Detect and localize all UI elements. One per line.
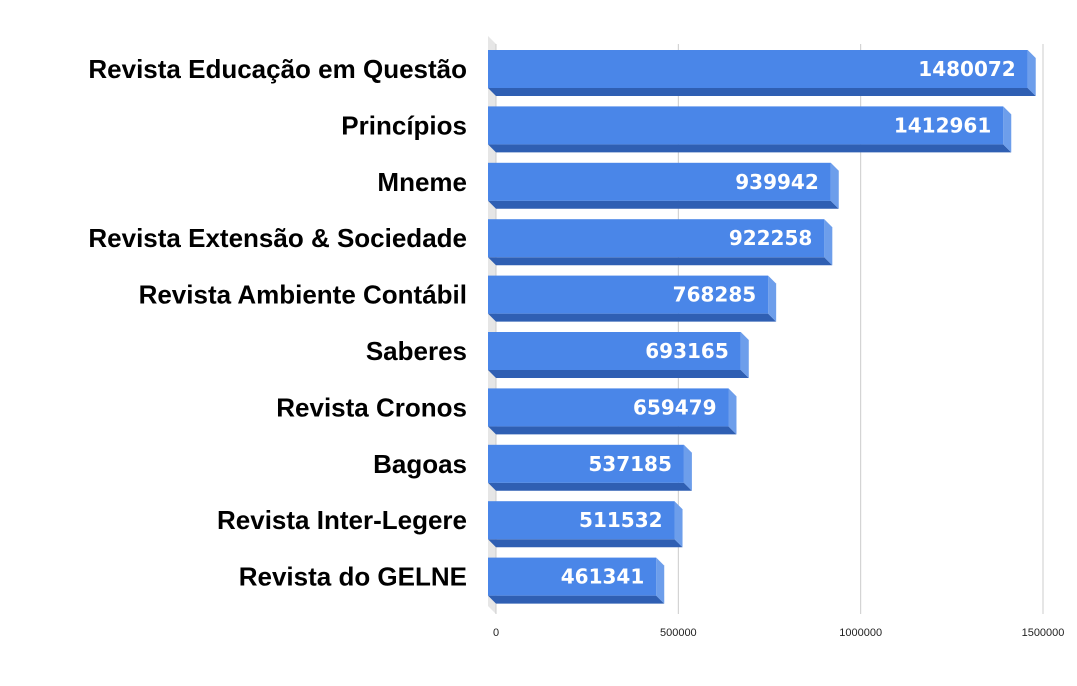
bar-side-face — [1003, 106, 1012, 153]
bar-front-face — [488, 106, 1004, 145]
data-label: 1480072 — [918, 57, 1015, 81]
bar-front-face — [488, 501, 675, 540]
x-tick-label: 500000 — [660, 627, 697, 639]
data-label: 511532 — [579, 508, 663, 532]
bar — [488, 444, 692, 491]
x-axis-tick-labels: 0 500000 1000000 1500000 — [493, 627, 1064, 639]
bar-bottom-face — [488, 144, 1012, 153]
category-label: Revista Cronos — [276, 392, 467, 422]
bar — [488, 557, 665, 604]
bar-side-face — [824, 219, 833, 266]
x-tick-label: 1000000 — [839, 627, 882, 639]
bar — [488, 388, 737, 435]
bar-side-face — [740, 332, 749, 378]
category-label: Revista Educação em Questão — [88, 54, 467, 84]
category-label: Princípios — [341, 110, 467, 140]
data-label: 922258 — [729, 226, 813, 250]
bar — [488, 219, 833, 266]
bar — [488, 501, 683, 548]
bar-front-face — [488, 444, 684, 483]
category-label: Mneme — [377, 167, 467, 197]
data-labels: 1480072 1412961 939942 922258 768285 693165 65… — [561, 57, 1016, 589]
bar-bottom-face — [488, 595, 665, 604]
bar — [488, 50, 1036, 96]
bar-front-face — [488, 557, 657, 596]
bar — [488, 275, 777, 322]
bar-bottom-face — [488, 257, 833, 266]
bar-front-face — [488, 50, 1028, 88]
category-labels: Revista Educação em Questão Princípios Mne… — [88, 54, 467, 592]
bar-bottom-face — [488, 370, 749, 378]
bar-side-face — [1027, 50, 1036, 96]
category-label: Revista Inter-Legere — [217, 505, 467, 535]
x-tick-label: 0 — [493, 627, 499, 639]
bar-front-face — [488, 275, 769, 314]
bar-bottom-face — [488, 539, 683, 548]
bar-side-face — [656, 557, 665, 604]
bar-front-face — [488, 388, 729, 427]
bar-bottom-face — [488, 88, 1036, 96]
data-label: 659479 — [633, 395, 717, 419]
bar — [488, 162, 839, 209]
data-label: 461341 — [561, 565, 645, 589]
bar — [488, 106, 1012, 153]
x-tick-label: 1500000 — [1022, 627, 1065, 639]
bar-front-face — [488, 219, 825, 258]
bar-bottom-face — [488, 426, 737, 435]
data-label: 537185 — [588, 452, 672, 476]
bar-bottom-face — [488, 313, 777, 322]
category-label: Revista Extensão & Sociedade — [88, 223, 467, 253]
bar-front-face — [488, 332, 741, 370]
bar — [488, 332, 749, 378]
data-label: 768285 — [673, 283, 757, 307]
bar-side-face — [728, 388, 737, 435]
bar-side-face — [674, 501, 683, 548]
data-label: 693165 — [645, 339, 729, 363]
data-label: 939942 — [735, 170, 819, 194]
bar-side-face — [683, 444, 692, 491]
bars — [488, 50, 1036, 604]
bar-front-face — [488, 162, 831, 201]
bar-side-face — [830, 162, 839, 209]
bar-bottom-face — [488, 482, 692, 491]
category-label: Bagoas — [373, 449, 467, 479]
category-label: Revista do GELNE — [239, 562, 467, 592]
bar-bottom-face — [488, 200, 839, 209]
category-label: Revista Ambiente Contábil — [139, 280, 467, 310]
category-label: Saberes — [366, 336, 467, 366]
bar-side-face — [768, 275, 777, 322]
data-label: 1412961 — [894, 113, 991, 137]
